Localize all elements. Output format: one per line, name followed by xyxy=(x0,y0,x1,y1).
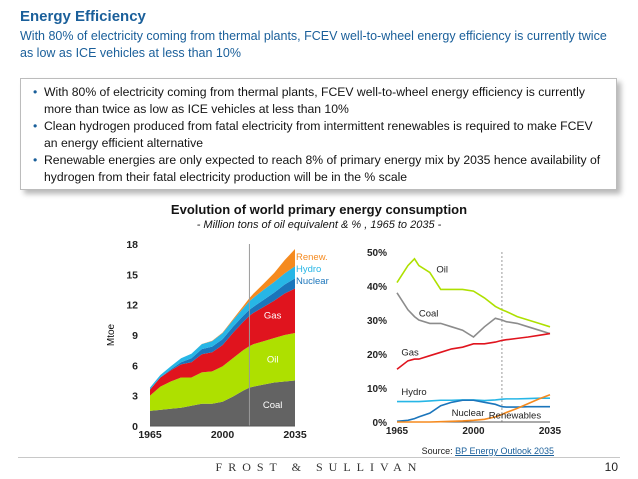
area-nuclear xyxy=(150,278,295,390)
bullet-box: With 80% of electricity coming from ther… xyxy=(20,78,617,190)
bullet-list: With 80% of electricity coming from ther… xyxy=(33,84,608,186)
legend-hydro: Hydro xyxy=(296,264,321,275)
bullet-item: Clean hydrogen produced from fatal elect… xyxy=(33,118,608,152)
y-tick-label: 0% xyxy=(373,418,388,429)
line-gas xyxy=(396,332,551,370)
legend-renew: Renew. xyxy=(296,252,328,263)
y-tick-label: 30% xyxy=(367,316,387,327)
area-label-oil: Oil xyxy=(267,354,279,365)
bullet-item: Renewable energies are only expected to … xyxy=(33,152,608,186)
area-coal xyxy=(150,380,295,426)
area-hydro xyxy=(150,266,295,390)
y-axis-label: Mtoe xyxy=(106,323,117,346)
x-tick-label: 2035 xyxy=(283,429,307,441)
footer-divider xyxy=(18,457,620,458)
y-tick-label: 18 xyxy=(126,239,138,251)
y-tick-label: 40% xyxy=(367,282,387,293)
chart-subtitle: - Million tons of oil equivalent & % , 1… xyxy=(196,219,442,231)
area-label-coal: Coal xyxy=(263,400,283,411)
chart-title: Evolution of world primary energy consum… xyxy=(170,202,468,217)
slide-subtitle: With 80% of electricity coming from ther… xyxy=(20,29,607,60)
y-tick-label: 12 xyxy=(126,300,138,312)
line-label-coal: Coal xyxy=(419,309,439,320)
y-tick-label: 6 xyxy=(132,360,138,372)
page-number: 10 xyxy=(604,460,618,474)
x-tick-label: 1965 xyxy=(386,426,409,437)
x-tick-label: 2035 xyxy=(539,426,562,437)
line-label-renewables: Renewables xyxy=(489,411,542,422)
brand-logo: FROST & SULLIVAN xyxy=(215,460,423,474)
source-link[interactable]: BP Energy Outlook 2035 xyxy=(455,446,554,456)
y-tick-label: 0 xyxy=(132,421,138,433)
y-tick-label: 15 xyxy=(126,269,138,281)
area-label-gas: Gas xyxy=(264,310,282,321)
line-oil xyxy=(396,257,551,328)
y-tick-label: 3 xyxy=(132,391,138,403)
y-tick-label: 9 xyxy=(132,330,138,342)
line-label-gas: Gas xyxy=(401,348,419,359)
stacked-area-chart: Mtoe 0 3 6 9 12 15 18 Coal Oil Gas 1965 2000 2035 Rene… xyxy=(106,239,329,441)
line-renewables xyxy=(397,394,551,423)
line-label-hydro: Hydro xyxy=(401,387,426,398)
slide-title: Energy Efficiency xyxy=(20,8,146,25)
x-tick-label: 1965 xyxy=(138,429,162,441)
source-label: Source: xyxy=(421,446,456,456)
line-coal xyxy=(396,292,551,339)
area-gas xyxy=(150,288,295,396)
line-label-nuclear: Nuclear xyxy=(452,408,485,419)
y-tick-label: 50% xyxy=(367,248,387,259)
y-tick-label: 20% xyxy=(367,350,387,361)
legend-nuclear: Nuclear xyxy=(296,276,329,287)
x-tick-label: 2000 xyxy=(462,426,485,437)
bullet-item: With 80% of electricity coming from ther… xyxy=(33,84,608,118)
share-line-chart: 0% 10% 20% 30% 40% 50% Oil Coal Gas Hydro Nuclear R… xyxy=(367,248,562,437)
x-tick-label: 2000 xyxy=(211,429,235,441)
line-label-oil: Oil xyxy=(436,264,448,275)
source-note: Source: BP Energy Outlook 2035 xyxy=(422,446,554,456)
area-oil xyxy=(150,332,295,411)
y-tick-label: 10% xyxy=(367,384,387,395)
